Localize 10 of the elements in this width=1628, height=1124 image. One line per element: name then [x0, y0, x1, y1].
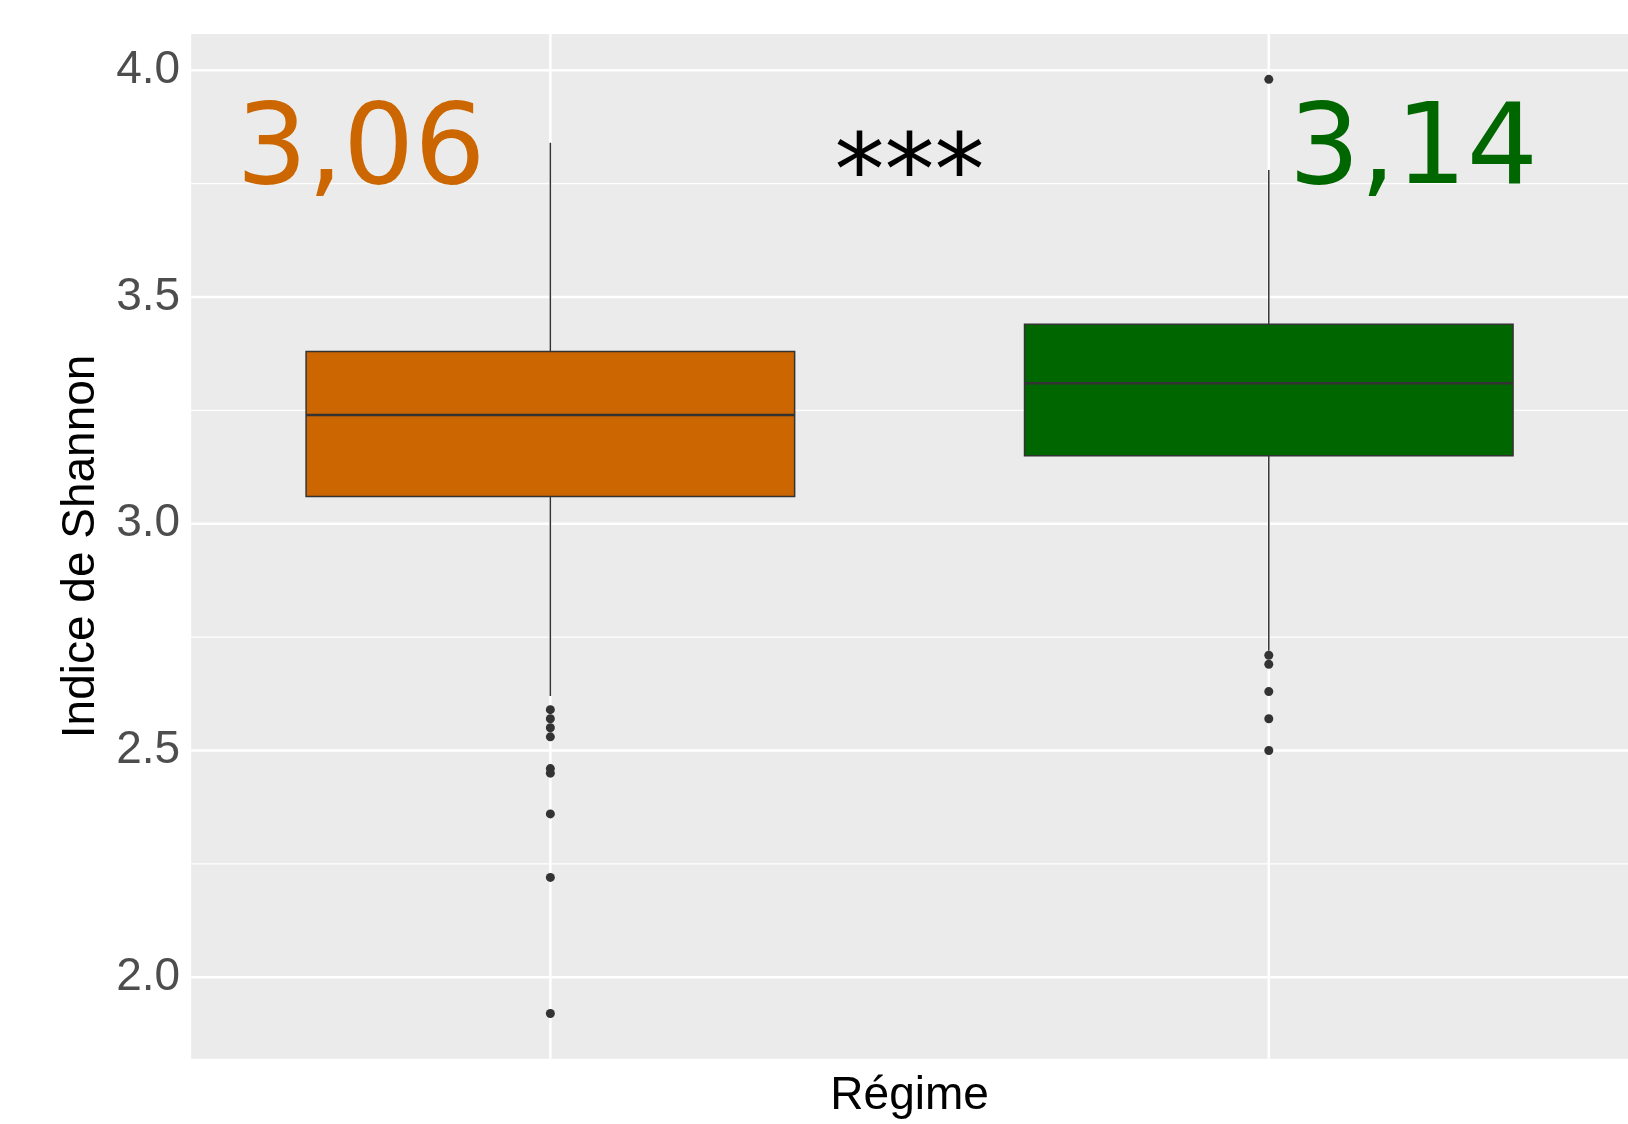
y-axis-title: Indice de Shannon — [52, 354, 105, 739]
y-tick-label: 3.0 — [116, 494, 181, 547]
y-tick-label: 4.0 — [116, 40, 181, 93]
y-tick-label: 2.0 — [116, 947, 181, 1000]
annotation: 3,06 — [236, 79, 486, 210]
y-tick-label: 2.5 — [116, 721, 181, 774]
annotation: *** — [834, 111, 985, 229]
y-tick-label: 3.5 — [116, 267, 181, 320]
annotation: 3,14 — [1288, 79, 1538, 210]
x-axis-title: Régime — [830, 1067, 989, 1120]
